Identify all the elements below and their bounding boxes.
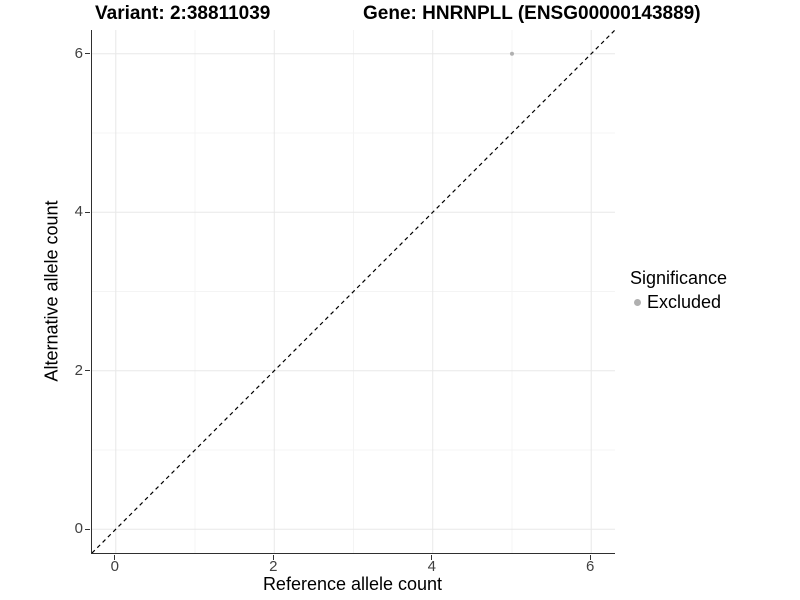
x-tick-label: 4 bbox=[427, 558, 436, 575]
chart-canvas bbox=[92, 30, 615, 553]
y-tick-label: 0 bbox=[74, 520, 83, 538]
plot-title-variant: Variant: 2:38811039 bbox=[95, 3, 271, 24]
legend-title: Significance bbox=[630, 268, 728, 288]
y-tick-mark bbox=[85, 528, 90, 530]
plot-panel bbox=[91, 30, 615, 554]
x-tick-label: 2 bbox=[269, 558, 278, 575]
legend-item-label: Excluded bbox=[647, 292, 722, 312]
x-tick-mark bbox=[431, 554, 433, 560]
x-tick-label: 0 bbox=[110, 558, 119, 575]
y-tick-mark bbox=[85, 211, 90, 213]
x-axis-title: Reference allele count bbox=[262, 574, 443, 594]
y-tick-mark bbox=[85, 53, 90, 55]
y-tick-label: 6 bbox=[74, 44, 83, 62]
legend-item-excluded: Excluded bbox=[630, 292, 727, 313]
legend: Significance Excluded bbox=[630, 268, 727, 313]
x-tick-mark bbox=[114, 554, 116, 560]
y-tick-mark bbox=[85, 370, 90, 372]
x-tick-label: 6 bbox=[586, 558, 595, 575]
plot-title-gene: Gene: HNRNPLL (ENSG00000143889) bbox=[363, 3, 701, 24]
y-tick-label: 4 bbox=[74, 203, 83, 221]
x-tick-mark bbox=[272, 554, 274, 560]
y-tick-label: 2 bbox=[74, 361, 83, 379]
y-axis-title: Alternative allele count bbox=[41, 200, 62, 382]
legend-key-point-icon bbox=[634, 299, 641, 306]
x-tick-mark bbox=[589, 554, 591, 560]
